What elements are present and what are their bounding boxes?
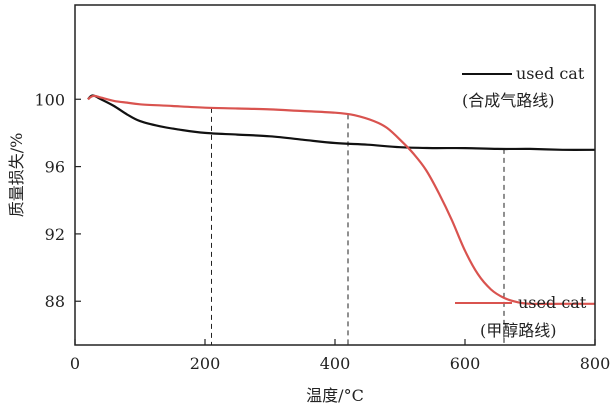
legend-label-syngas-name: used cat <box>516 64 585 83</box>
x-axis: 0 200 400 600 800 <box>70 339 610 373</box>
x-axis-title: 温度/°C <box>306 386 364 405</box>
y-axis-title: 质量损失/% <box>7 133 26 218</box>
y-tick-label: 88 <box>45 292 65 311</box>
y-tick-label: 92 <box>45 225 65 244</box>
y-axis: 88 92 96 100 <box>34 90 81 311</box>
x-tick-label: 200 <box>190 354 221 373</box>
legend-label-methanol-route: (甲醇路线) <box>480 321 557 340</box>
series-line-methanol <box>87 94 595 305</box>
y-tick-label: 100 <box>34 90 65 109</box>
plot-frame <box>74 4 596 346</box>
legend: used cat (合成气路线) used cat (甲醇路线) <box>455 64 587 340</box>
x-tick-label: 600 <box>450 354 481 373</box>
series-layer <box>87 94 596 305</box>
legend-label-methanol-name: used cat <box>518 293 587 312</box>
x-tick-label: 800 <box>580 354 611 373</box>
legend-label-syngas-route: (合成气路线) <box>462 91 555 110</box>
x-tick-label: 0 <box>70 354 80 373</box>
y-tick-label: 96 <box>45 158 65 177</box>
series-line-syngas <box>87 94 596 151</box>
reference-lines <box>211 107 505 345</box>
x-tick-label: 400 <box>320 354 351 373</box>
